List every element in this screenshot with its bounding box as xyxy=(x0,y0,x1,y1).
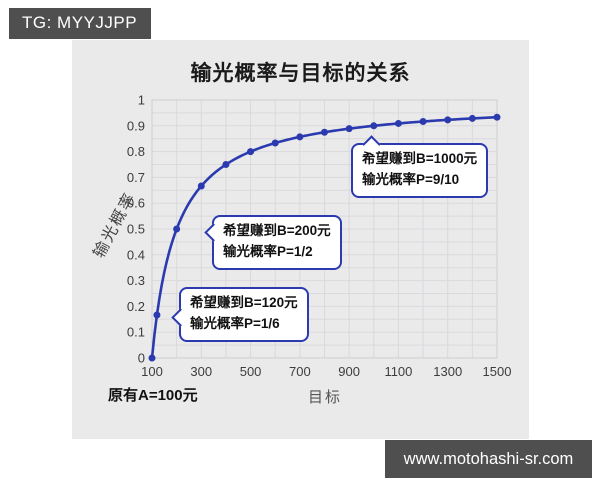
data-point xyxy=(468,114,476,122)
annotation-b200-line1: 希望赚到B=200元 xyxy=(223,223,331,238)
annotation-b200-line2: 输光概率P=1/2 xyxy=(223,243,313,259)
annotation-b200: 希望赚到B=200元 输光概率P=1/2 xyxy=(204,215,342,270)
svg-text:0.8: 0.8 xyxy=(127,144,145,159)
data-point xyxy=(296,133,304,141)
svg-text:0.1: 0.1 xyxy=(127,325,145,340)
annotation-b1000-line2: 输光概率P=9/10 xyxy=(362,171,460,187)
data-point xyxy=(153,311,161,319)
data-point xyxy=(197,182,205,190)
svg-text:0.2: 0.2 xyxy=(127,299,145,314)
data-point xyxy=(271,139,279,147)
data-point xyxy=(222,161,230,168)
svg-text:0.7: 0.7 xyxy=(127,170,145,185)
annotation-b1000: 希望赚到B=1000元 输光概率P=9/10 xyxy=(351,135,489,198)
svg-text:0.9: 0.9 xyxy=(127,118,145,133)
svg-text:700: 700 xyxy=(289,364,311,379)
data-point xyxy=(173,225,181,233)
annotation-b120-line1: 希望赚到B=120元 xyxy=(190,295,298,310)
svg-text:0.4: 0.4 xyxy=(127,247,145,262)
annotation-b1000-line1: 希望赚到B=1000元 xyxy=(362,151,478,166)
svg-text:0.5: 0.5 xyxy=(127,222,145,237)
data-point xyxy=(370,122,378,130)
data-point xyxy=(321,128,328,136)
data-point xyxy=(394,119,402,127)
svg-text:300: 300 xyxy=(190,364,212,379)
data-point xyxy=(419,117,427,125)
chart-title: 输光概率与目标的关系 xyxy=(190,62,411,85)
svg-text:1100: 1100 xyxy=(384,364,412,379)
data-point xyxy=(247,148,255,156)
tg-badge: TG: MYYJJPP xyxy=(9,8,152,39)
svg-text:500: 500 xyxy=(240,364,262,379)
data-point xyxy=(444,116,452,124)
data-point xyxy=(148,354,156,362)
plot-border xyxy=(151,99,498,359)
x-axis-label: 目标 xyxy=(308,389,343,406)
svg-text:1300: 1300 xyxy=(433,364,462,379)
svg-text:0.3: 0.3 xyxy=(127,273,145,288)
website-bar: www.motohashi-sr.com xyxy=(385,440,592,478)
svg-text:0.6: 0.6 xyxy=(127,196,145,211)
data-point xyxy=(493,113,501,121)
annotation-b120-line2: 输光概率P=1/6 xyxy=(190,315,280,331)
data-points xyxy=(148,113,501,362)
initial-amount-note: 原有A=100元 xyxy=(108,387,198,404)
svg-text:900: 900 xyxy=(338,364,360,379)
svg-text:100: 100 xyxy=(141,364,163,379)
svg-text:1: 1 xyxy=(138,93,145,108)
svg-text:1500: 1500 xyxy=(483,364,512,379)
data-point xyxy=(345,125,353,133)
annotation-b120: 希望赚到B=120元 输光概率P=1/6 xyxy=(171,287,309,342)
chart-panel: 输光概率与目标的关系 100 300 500 700 900 1100 1300 1500 0 0… xyxy=(72,40,529,439)
svg-text:0: 0 xyxy=(138,351,145,366)
tick-labels: 100 300 500 700 900 1100 1300 1500 0 0.1 0.2 0.3 0.4… xyxy=(127,93,512,380)
